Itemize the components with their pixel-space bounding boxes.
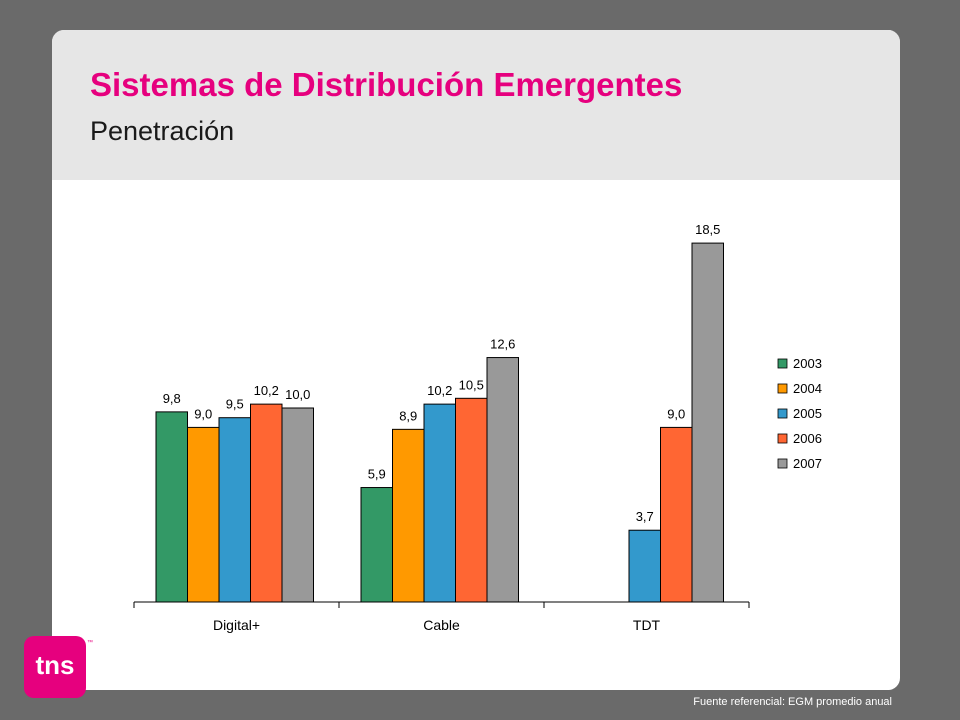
legend-swatch (777, 358, 788, 369)
bar-2007-digital (281, 407, 314, 603)
data-label: 8,9 (399, 408, 417, 423)
data-label: 5,9 (368, 467, 386, 482)
bar-2007-cable (486, 357, 519, 603)
data-label: 9,0 (194, 406, 212, 421)
trademark-mark: ™ (87, 640, 93, 646)
bar-2003-digital (155, 411, 188, 603)
page-title: Sistemas de Distribución Emergentes (90, 66, 683, 103)
legend-swatch (777, 383, 788, 394)
bar-2004-digital (187, 426, 220, 603)
data-label: 9,0 (667, 406, 685, 421)
data-label: 18,5 (695, 222, 720, 237)
bar-2006-tdt (660, 426, 693, 603)
data-label: 3,7 (636, 509, 654, 524)
legend-entry: 2003 (793, 356, 822, 371)
data-label: 10,0 (285, 387, 310, 402)
source-note: Fuente referencial: EGM promedio anual (693, 696, 892, 708)
legend-entry: 2006 (793, 431, 822, 446)
data-label: 9,8 (163, 391, 181, 406)
x-tick-label: Digital+ (213, 617, 260, 633)
legend-swatch (777, 433, 788, 444)
bar-2004-cable (392, 428, 425, 603)
legend-entry: 2004 (793, 381, 822, 396)
bar-2005-digital (218, 417, 251, 603)
data-label: 10,5 (459, 377, 484, 392)
bar-2007-tdt (691, 242, 724, 603)
x-tick-label: TDT (633, 617, 661, 633)
data-label: 10,2 (427, 383, 452, 398)
bar-2006-cable (455, 397, 488, 603)
bar-2003-cable (360, 487, 393, 603)
bar-2005-tdt (628, 529, 661, 603)
tns-logo: tns (24, 636, 86, 698)
data-label: 9,5 (226, 397, 244, 412)
legend-swatch (777, 408, 788, 419)
legend-entry: 2007 (793, 456, 822, 471)
data-label: 12,6 (490, 337, 515, 352)
data-label: 10,2 (254, 383, 279, 398)
legend-entry: 2005 (793, 406, 822, 421)
x-tick-label: Cable (423, 617, 460, 633)
legend-swatch (777, 458, 788, 469)
bar-2006-digital (250, 403, 283, 603)
bar-2005-cable (423, 403, 456, 603)
header-band (52, 30, 900, 180)
logo-text: tns (35, 650, 75, 680)
page-subtitle: Penetración (90, 116, 235, 146)
